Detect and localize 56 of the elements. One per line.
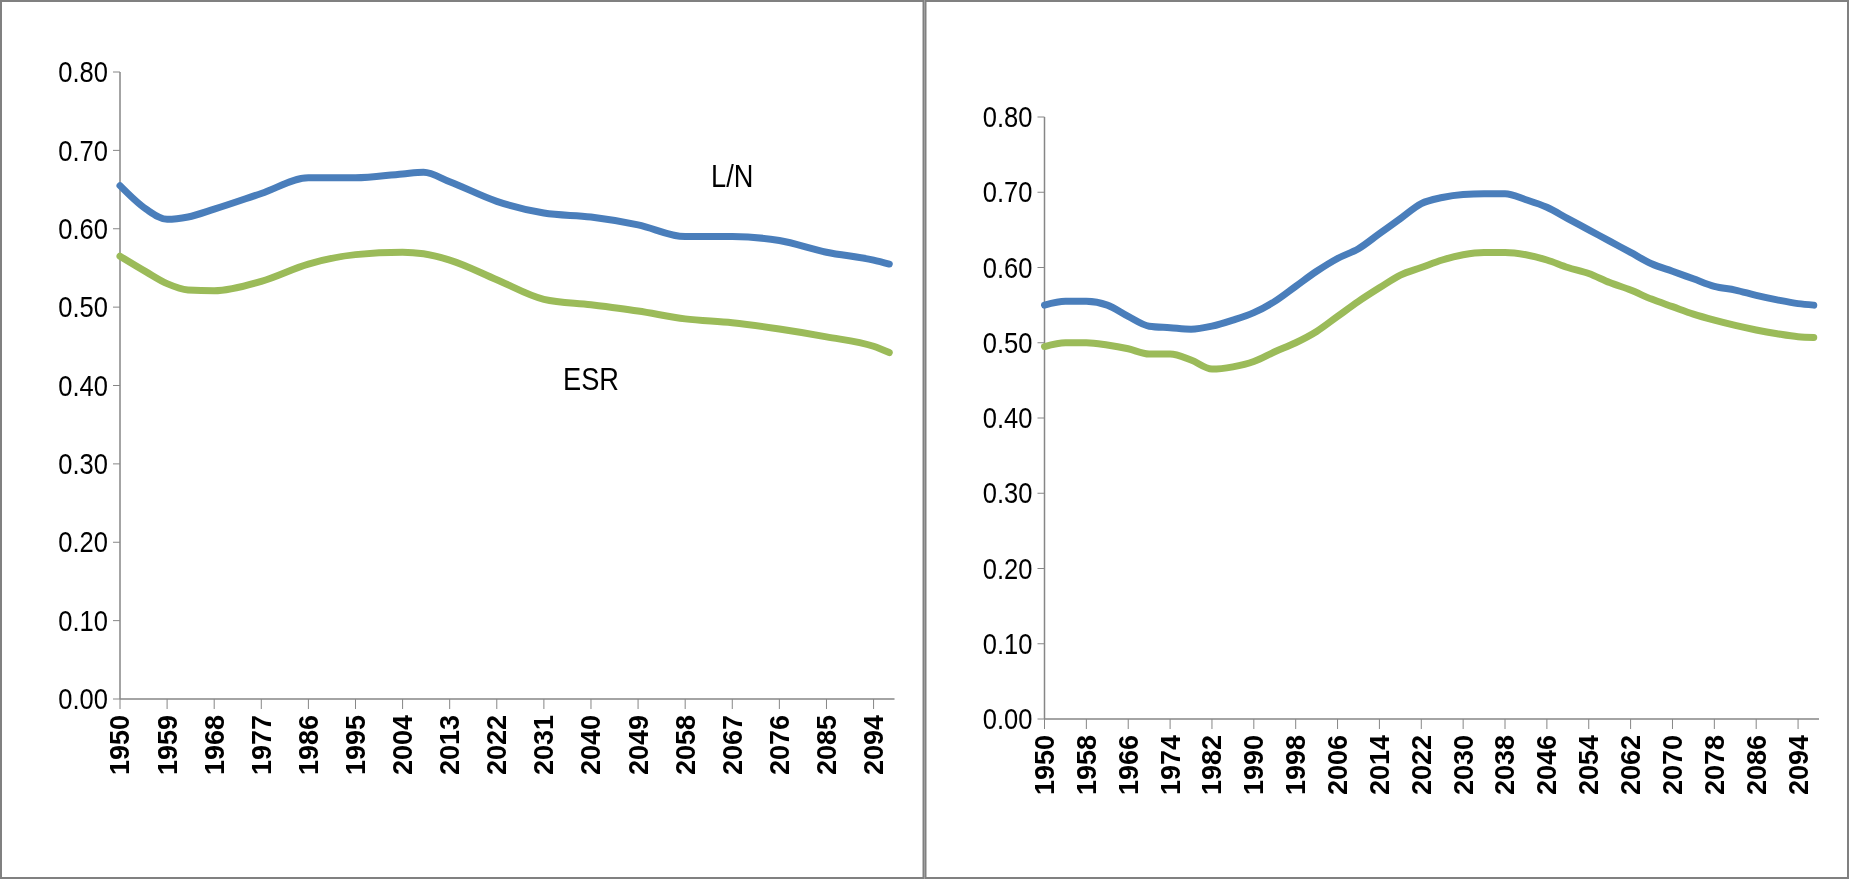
x-tick-label: 1982 xyxy=(1197,735,1228,796)
x-tick-label: 1995 xyxy=(340,715,371,776)
x-tick-label: 2078 xyxy=(1699,735,1730,796)
x-tick-label: 2058 xyxy=(670,715,701,776)
x-tick-label: 2049 xyxy=(623,715,654,776)
x-tick-label: 2013 xyxy=(435,715,466,776)
x-tick-label: 2022 xyxy=(1406,735,1437,796)
x-tick-label: 2094 xyxy=(1783,735,1814,796)
y-tick-label: 0.00 xyxy=(58,682,108,716)
x-tick-label: 1968 xyxy=(199,715,230,776)
y-tick-label: 0.10 xyxy=(58,604,108,638)
x-tick-label: 2046 xyxy=(1532,735,1563,796)
x-tick-label: 2006 xyxy=(1323,735,1353,796)
x-tick-label: 1950 xyxy=(105,715,136,776)
y-tick-label: 0.50 xyxy=(982,326,1033,360)
y-tick-label: 0.40 xyxy=(982,401,1033,435)
y-tick-label: 0.00 xyxy=(982,702,1033,736)
y-tick-label: 0.30 xyxy=(58,447,108,481)
x-tick-label: 2070 xyxy=(1657,735,1688,796)
y-tick-label: 0.50 xyxy=(58,290,108,324)
x-tick-label: 2086 xyxy=(1741,735,1772,796)
y-tick-label: 0.10 xyxy=(982,627,1033,661)
y-tick-label: 0.60 xyxy=(58,212,108,246)
x-tick-label: 2094 xyxy=(859,715,890,776)
x-tick-label: 2067 xyxy=(717,715,748,776)
x-tick-label: 2054 xyxy=(1574,735,1605,796)
x-tick-label: 2031 xyxy=(529,715,560,776)
x-tick-label: 1974 xyxy=(1155,735,1186,796)
y-tick-label: 0.30 xyxy=(982,476,1033,510)
y-tick-label: 0.70 xyxy=(982,175,1033,209)
y-tick-label: 0.80 xyxy=(58,55,108,89)
y-tick-label: 0.80 xyxy=(982,100,1033,134)
x-tick-label: 1977 xyxy=(246,715,277,776)
y-tick-label: 0.60 xyxy=(982,251,1033,285)
x-tick-label: 2014 xyxy=(1364,735,1395,796)
x-tick-label: 2038 xyxy=(1490,735,1521,796)
x-tick-label: 2030 xyxy=(1448,735,1479,796)
x-tick-label: 2004 xyxy=(388,715,419,776)
x-tick-label: 1998 xyxy=(1281,735,1312,796)
y-tick-label: 0.20 xyxy=(58,525,108,559)
x-tick-label: 2022 xyxy=(482,715,513,776)
series-label: ESR xyxy=(563,360,619,397)
y-tick-label: 0.40 xyxy=(58,369,108,403)
x-tick-label: 2040 xyxy=(576,715,607,776)
y-tick-label: 0.70 xyxy=(58,133,108,167)
x-tick-label: 1950 xyxy=(1029,735,1060,796)
x-tick-label: 1990 xyxy=(1239,735,1270,796)
series-label: L/N xyxy=(711,157,754,194)
x-tick-label: 2085 xyxy=(811,715,842,776)
x-tick-label: 1986 xyxy=(293,715,324,776)
x-tick-label: 1958 xyxy=(1071,735,1102,796)
x-tick-label: 1966 xyxy=(1113,735,1144,796)
x-tick-label: 1959 xyxy=(152,715,183,776)
x-tick-label: 2076 xyxy=(764,715,795,776)
x-tick-label: 2062 xyxy=(1616,735,1647,796)
y-tick-label: 0.20 xyxy=(982,552,1033,586)
